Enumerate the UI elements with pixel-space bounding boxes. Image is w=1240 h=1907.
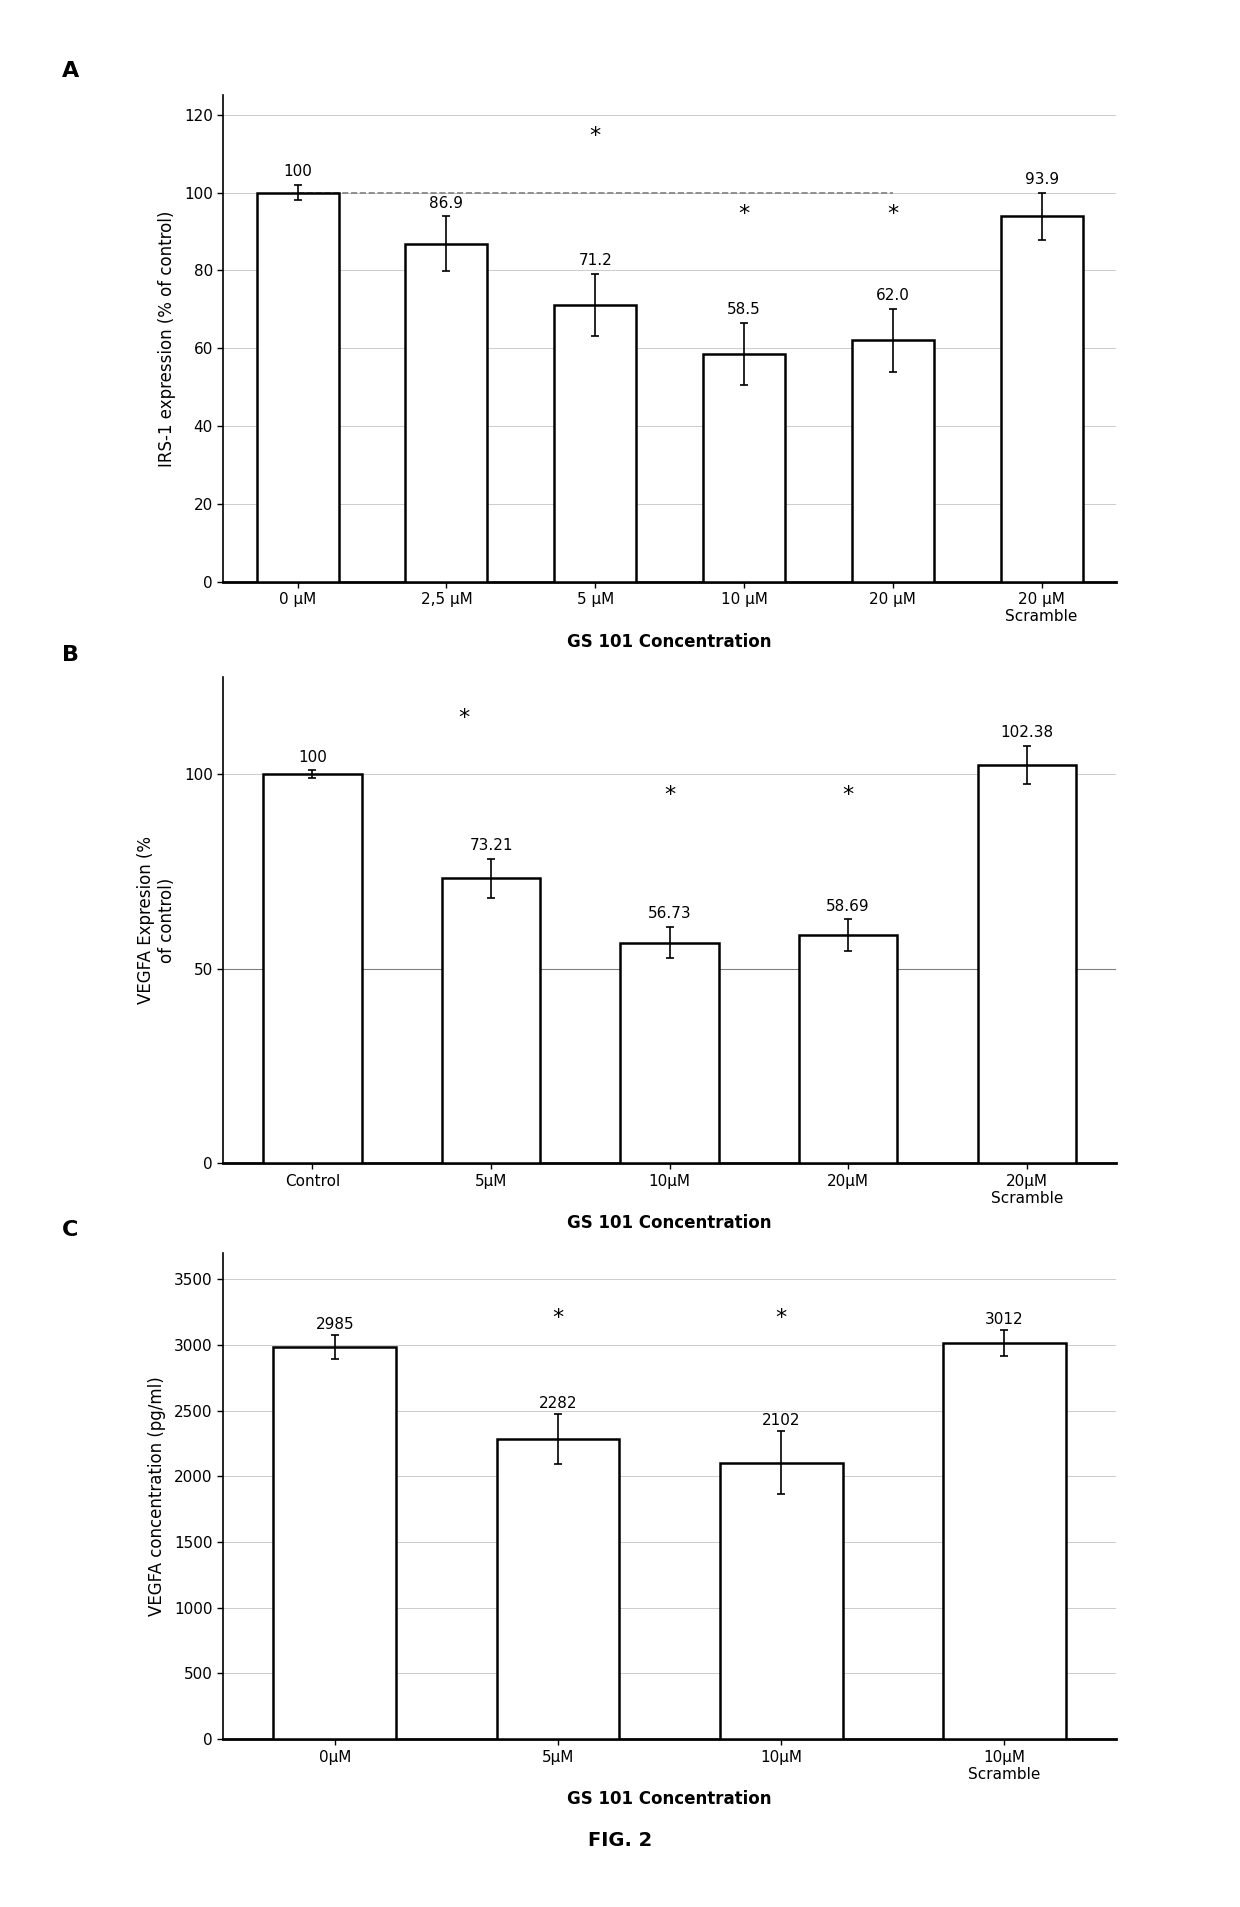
Text: 102.38: 102.38 [1001, 725, 1053, 740]
Bar [620, 942, 719, 1163]
X-axis label: GS 101 Concentration: GS 101 Concentration [568, 1791, 771, 1808]
Text: 62.0: 62.0 [875, 288, 910, 303]
Bar [405, 244, 487, 582]
Text: 100: 100 [283, 164, 312, 179]
Bar [703, 355, 785, 582]
Text: *: * [842, 786, 854, 805]
Y-axis label: VEGFA concentration (pg/ml): VEGFA concentration (pg/ml) [148, 1377, 166, 1615]
Text: 100: 100 [298, 749, 327, 765]
Bar [554, 305, 636, 582]
Text: *: * [738, 204, 750, 223]
Text: 3012: 3012 [985, 1312, 1024, 1327]
Bar [799, 934, 898, 1163]
Bar [257, 193, 339, 582]
X-axis label: GS 101 Concentration: GS 101 Concentration [568, 633, 771, 650]
Text: C: C [62, 1220, 78, 1240]
Text: FIG. 2: FIG. 2 [588, 1831, 652, 1850]
Bar [1001, 215, 1083, 582]
Text: *: * [663, 786, 676, 805]
Text: *: * [887, 204, 899, 223]
Text: B: B [62, 645, 79, 664]
Text: 56.73: 56.73 [647, 906, 692, 921]
Text: 2102: 2102 [761, 1413, 801, 1428]
Text: 73.21: 73.21 [469, 839, 513, 852]
Bar [719, 1463, 843, 1739]
Text: *: * [552, 1308, 564, 1327]
Text: 2985: 2985 [315, 1316, 355, 1331]
Text: *: * [775, 1308, 787, 1327]
Text: 71.2: 71.2 [578, 254, 613, 267]
Text: 93.9: 93.9 [1024, 172, 1059, 187]
X-axis label: GS 101 Concentration: GS 101 Concentration [568, 1215, 771, 1232]
Text: A: A [62, 61, 79, 80]
Bar [273, 1346, 396, 1739]
Y-axis label: VEGFA Expresion (%
of control): VEGFA Expresion (% of control) [136, 835, 176, 1005]
Text: 2282: 2282 [538, 1396, 578, 1411]
Text: 58.69: 58.69 [826, 898, 870, 913]
Y-axis label: IRS-1 expression (% of control): IRS-1 expression (% of control) [157, 210, 176, 467]
Bar [441, 879, 541, 1163]
Bar [852, 341, 934, 582]
Text: 58.5: 58.5 [727, 301, 761, 317]
Bar [496, 1440, 619, 1739]
Bar [263, 774, 362, 1163]
Text: *: * [589, 126, 601, 147]
Text: 86.9: 86.9 [429, 196, 464, 210]
Bar [977, 765, 1076, 1163]
Text: *: * [459, 707, 470, 728]
Bar [942, 1343, 1065, 1739]
